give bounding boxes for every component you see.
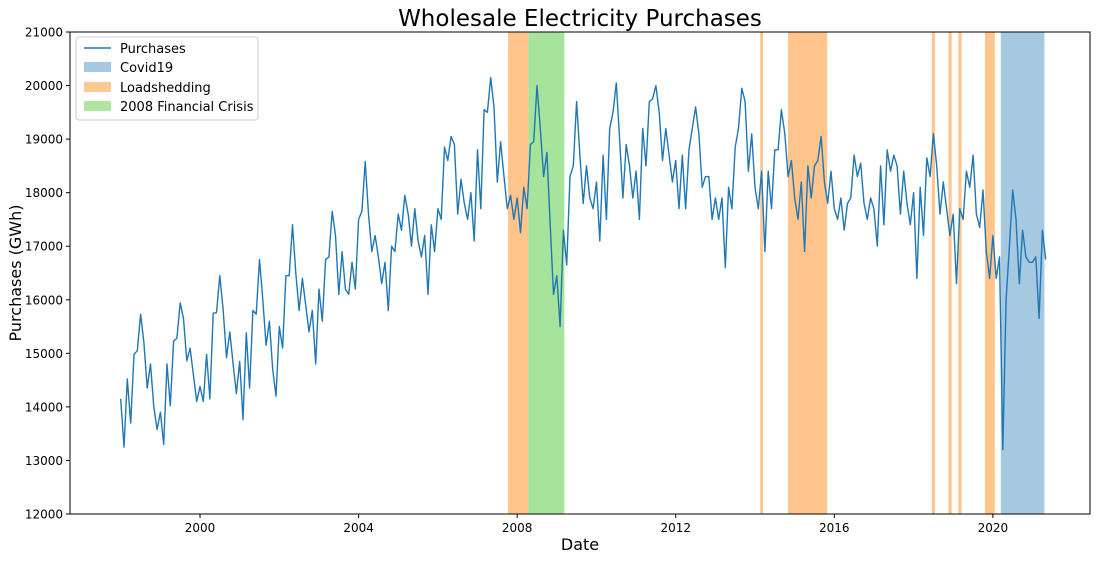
y-tick-label: 21000: [25, 26, 63, 40]
chart-title: Wholesale Electricity Purchases: [398, 6, 762, 32]
span-loadshedding: [948, 32, 952, 514]
x-tick-label: 2020: [978, 521, 1009, 535]
legend-label-purchases: Purchases: [120, 42, 186, 57]
span-loadshedding: [787, 32, 828, 514]
legend-swatch-covid19: [84, 62, 111, 72]
y-tick-label: 13000: [25, 454, 63, 468]
y-tick-label: 15000: [25, 347, 63, 361]
legend-label-covid19: Covid19: [120, 61, 173, 76]
y-axis-label: Purchases (GWh): [6, 205, 25, 342]
x-axis: 2000 2004 2008 2012 2016 2020: [185, 514, 1008, 535]
x-tick-label: 2016: [819, 521, 850, 535]
y-tick-label: 12000: [25, 508, 63, 522]
series-purchases: [120, 76, 1047, 451]
plot-frame: [69, 31, 1091, 515]
y-tick-label: 17000: [25, 240, 63, 254]
legend: Purchases Covid19 Loadshedding 2008 Fina…: [75, 36, 259, 121]
x-tick-label: 2008: [502, 521, 533, 535]
y-tick-label: 18000: [25, 186, 63, 200]
legend-box: [75, 36, 259, 121]
legend-swatch-financial-crisis: [84, 101, 111, 111]
legend-swatch-loadshedding: [84, 82, 111, 92]
shaded-spans: [508, 32, 1045, 514]
x-tick-label: 2000: [185, 521, 216, 535]
span-loadshedding: [931, 32, 935, 514]
legend-label-loadshedding: Loadshedding: [120, 81, 211, 96]
span-loadshedding: [760, 32, 763, 514]
y-tick-label: 19000: [25, 133, 63, 147]
y-tick-label: 14000: [25, 400, 63, 414]
span-loadshedding: [508, 32, 529, 514]
x-tick-label: 2004: [343, 521, 374, 535]
span-2008-financial-crisis: [528, 32, 565, 514]
y-tick-label: 16000: [25, 293, 63, 307]
series-line: [120, 76, 1047, 451]
y-tick-label: 20000: [25, 79, 63, 93]
x-tick-label: 2012: [660, 521, 691, 535]
span-loadshedding: [958, 32, 962, 514]
x-axis-label: Date: [561, 535, 599, 554]
legend-label-financial-crisis: 2008 Financial Crisis: [120, 100, 254, 115]
y-axis: 12000 13000 14000 15000 16000 17000 18000 19000…: [25, 26, 70, 522]
